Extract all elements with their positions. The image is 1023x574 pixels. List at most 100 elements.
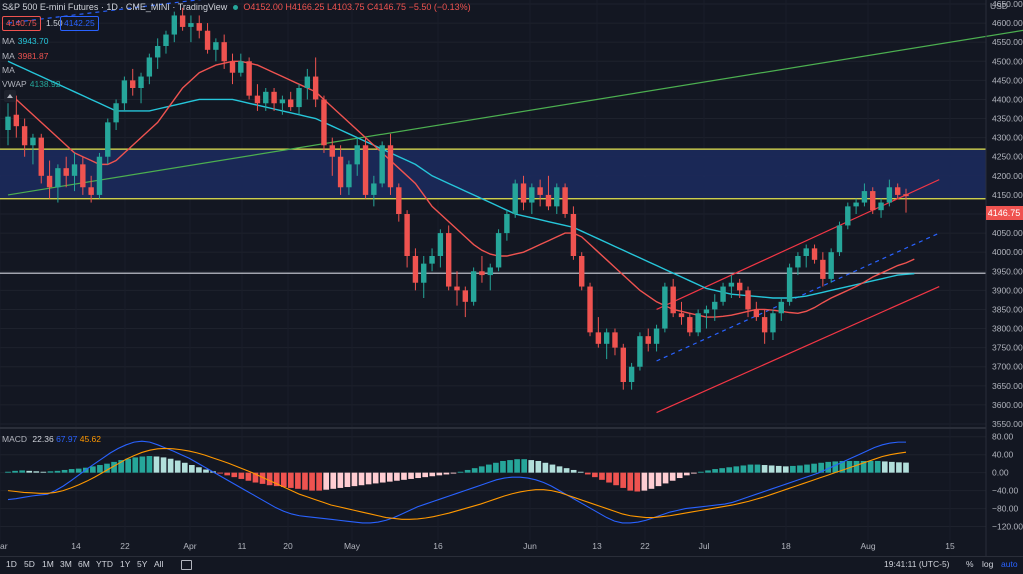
- price-axis: 3550.00 3600.00 3650.00 3700.00 3750.00 3800.…: [992, 0, 1023, 532]
- trend-line: [7, 29, 1023, 196]
- tf-1m[interactable]: 1M: [42, 559, 54, 569]
- candle-body: [113, 103, 119, 123]
- collapse-legend-icon[interactable]: [4, 90, 16, 102]
- exchange: CME_MINI: [125, 2, 170, 12]
- macd-legend[interactable]: MACD 22.36 67.97 45.62: [2, 434, 101, 444]
- candle-body: [196, 23, 202, 31]
- trend-line: [656, 285, 940, 414]
- macd-histogram-bar: [132, 457, 139, 473]
- tf-5y[interactable]: 5Y: [137, 559, 148, 569]
- moving-average-line: [7, 60, 915, 318]
- price-tick-label: 3950.00: [992, 266, 1023, 276]
- buy-price-box[interactable]: 4142.25: [60, 16, 99, 31]
- candle-body: [312, 76, 319, 100]
- macd-histogram-bar: [238, 472, 245, 479]
- log-toggle[interactable]: log: [982, 559, 994, 569]
- macd-histogram-bar: [570, 469, 577, 473]
- macd-histogram-bar: [698, 471, 704, 473]
- ohlc-open: O4152.00: [243, 2, 283, 12]
- tf-6m[interactable]: 6M: [78, 559, 90, 569]
- candle-body: [695, 313, 701, 333]
- candle-body: [778, 301, 784, 314]
- macd-tick-label: −120.00: [992, 522, 1023, 532]
- symbol-name[interactable]: S&P 500 E-mini Futures: [2, 2, 99, 12]
- macd-histogram-bar: [224, 472, 231, 476]
- macd-histogram-bar: [712, 469, 718, 473]
- indicator-ma-1[interactable]: MA 3943.70: [2, 36, 49, 46]
- tf-1y[interactable]: 1Y: [120, 559, 131, 569]
- price-tick-label: 4150.00: [992, 190, 1023, 200]
- candle-body: [63, 168, 69, 176]
- candle-body: [362, 145, 369, 195]
- candle-body: [620, 347, 626, 382]
- interval[interactable]: 1D: [106, 2, 118, 12]
- macd-histogram-bar: [372, 472, 379, 484]
- chart-header: S&P 500 E-mini Futures · 1D · CME_MINI ·…: [2, 2, 471, 12]
- macd-histogram-bar: [26, 470, 33, 473]
- price-tick-label: 4450.00: [992, 75, 1023, 85]
- macd-histogram-bar: [160, 457, 167, 473]
- macd-histogram-bar: [719, 468, 725, 473]
- macd-histogram-bar: [577, 471, 584, 473]
- indicator-ma-3[interactable]: MA: [2, 65, 15, 75]
- percent-toggle[interactable]: %: [966, 559, 974, 569]
- macd-histogram-bar: [54, 470, 61, 473]
- price-tick-label: 4600.00: [992, 18, 1023, 28]
- indicator-ma-2[interactable]: MA 3981.87: [2, 51, 49, 61]
- indicator-vwap[interactable]: VWAP 4138.92: [2, 79, 61, 89]
- macd-histogram-bar: [365, 472, 372, 485]
- sell-price-box[interactable]: 4140.75: [2, 16, 41, 31]
- price-tick-label: 3850.00: [992, 304, 1023, 314]
- candle-body: [204, 30, 211, 50]
- date-range-icon[interactable]: [181, 560, 192, 570]
- candle-body: [728, 282, 735, 287]
- candle-body: [96, 156, 103, 195]
- macd-histogram-bar: [125, 458, 132, 473]
- macd-histogram-bar: [415, 472, 421, 479]
- price-tick-label: 3750.00: [992, 343, 1023, 353]
- macd-histogram-bar: [683, 472, 690, 476]
- candle-body: [886, 187, 893, 203]
- candle-body: [720, 286, 726, 302]
- auto-toggle[interactable]: auto: [1001, 559, 1018, 569]
- candle-body: [462, 290, 469, 302]
- macd-histogram-bar: [853, 460, 860, 473]
- candle-body: [263, 91, 269, 104]
- tf-ytd[interactable]: YTD: [96, 559, 113, 569]
- macd-histogram-bar: [613, 472, 619, 486]
- candle-body: [213, 42, 219, 50]
- macd-histogram-bar: [797, 465, 803, 473]
- candle-body: [105, 122, 111, 157]
- candle-body: [712, 301, 718, 310]
- macd-histogram-bar: [485, 464, 492, 473]
- macd-histogram-bar: [747, 464, 754, 473]
- macd-histogram-bar: [111, 461, 117, 473]
- candle-body: [562, 187, 568, 214]
- macd-histogram-bar: [309, 472, 315, 491]
- currency-label: USD: [990, 1, 1008, 11]
- macd-histogram-bar: [12, 470, 18, 473]
- tf-all[interactable]: All: [154, 559, 164, 569]
- ohlc-low: L4103.75: [326, 2, 365, 12]
- macd-histogram-bar: [118, 460, 124, 473]
- tf-5d[interactable]: 5D: [24, 559, 35, 569]
- candle-body: [279, 99, 286, 104]
- price-tick-label: 4050.00: [992, 228, 1023, 238]
- macd-histogram-bar: [386, 472, 393, 482]
- bottom-toolbar: 1D 5D 1M 3M 6M YTD 1Y 5Y All 19:41:11 (U…: [0, 556, 1023, 574]
- moving-average-line: [7, 60, 915, 299]
- candle-body: [138, 76, 144, 88]
- macd-histogram-bar: [691, 472, 697, 474]
- tf-1d[interactable]: 1D: [6, 559, 17, 569]
- candle-body: [71, 164, 78, 176]
- macd-histogram-bar: [818, 462, 824, 473]
- macd-histogram-bar: [344, 472, 351, 488]
- macd-histogram-bar: [549, 464, 556, 473]
- clock[interactable]: 19:41:11 (UTC-5): [884, 559, 950, 569]
- candle-body: [579, 256, 585, 287]
- tf-3m[interactable]: 3M: [60, 559, 72, 569]
- macd-histogram-bar: [323, 472, 330, 490]
- macd-tick-label: −40.00: [992, 486, 1019, 496]
- source: TradingView: [177, 2, 228, 12]
